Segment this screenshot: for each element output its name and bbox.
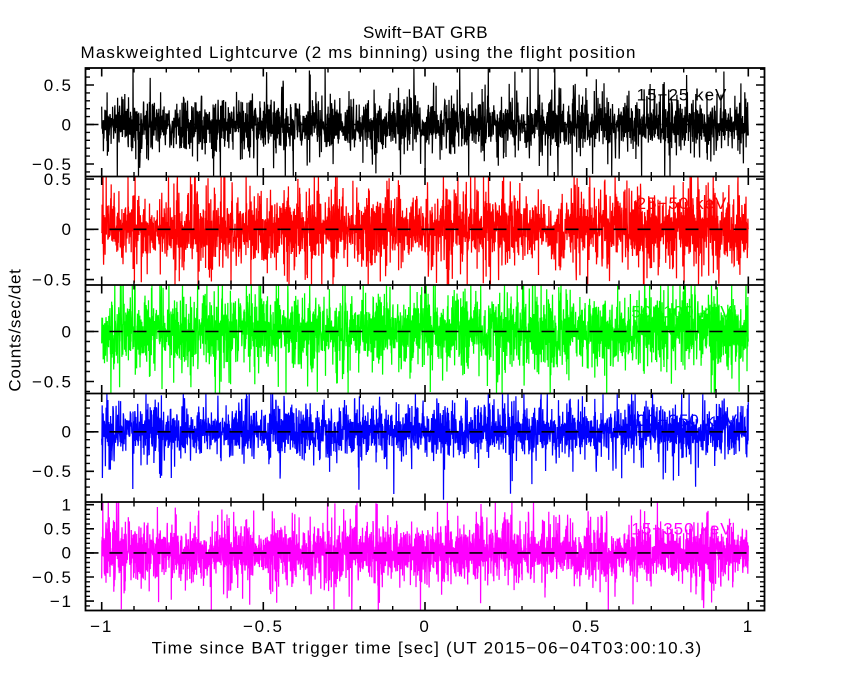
svg-text:0: 0 <box>62 115 73 134</box>
svg-text:−0.5: −0.5 <box>32 372 73 391</box>
svg-text:−0.5: −0.5 <box>32 155 73 174</box>
svg-text:0: 0 <box>62 322 73 341</box>
svg-text:Time since BAT trigger time [s: Time since BAT trigger time [sec] (UT 20… <box>152 639 703 658</box>
svg-text:100−350 keV: 100−350 keV <box>626 411 738 430</box>
svg-text:−0.5: −0.5 <box>32 568 73 587</box>
svg-text:Swift−BAT GRB: Swift−BAT GRB <box>363 23 488 42</box>
svg-text:1: 1 <box>62 496 73 515</box>
svg-text:50−100 keV: 50−100 keV <box>631 303 732 322</box>
svg-text:Maskweighted Lightcurve (2 ms: Maskweighted Lightcurve (2 ms binning) u… <box>81 43 637 62</box>
svg-text:−0.5: −0.5 <box>32 462 73 481</box>
svg-text:1: 1 <box>743 617 754 636</box>
svg-text:0: 0 <box>62 220 73 239</box>
svg-text:0.5: 0.5 <box>44 520 73 539</box>
svg-text:0: 0 <box>419 617 430 636</box>
svg-text:−1: −1 <box>90 617 113 636</box>
svg-text:0.5: 0.5 <box>572 617 601 636</box>
svg-text:0.5: 0.5 <box>44 170 73 189</box>
svg-text:25−50 keV: 25−50 keV <box>637 194 728 213</box>
svg-text:15−25 keV: 15−25 keV <box>637 86 728 105</box>
svg-text:Counts/sec/det: Counts/sec/det <box>6 268 25 391</box>
svg-text:−0.5: −0.5 <box>32 270 73 289</box>
svg-text:0.5: 0.5 <box>44 76 73 95</box>
svg-text:−1: −1 <box>50 592 73 611</box>
svg-text:0: 0 <box>62 544 73 563</box>
svg-text:15−350 keV: 15−350 keV <box>631 520 732 539</box>
svg-text:−0.5: −0.5 <box>243 617 284 636</box>
svg-text:0: 0 <box>62 423 73 442</box>
